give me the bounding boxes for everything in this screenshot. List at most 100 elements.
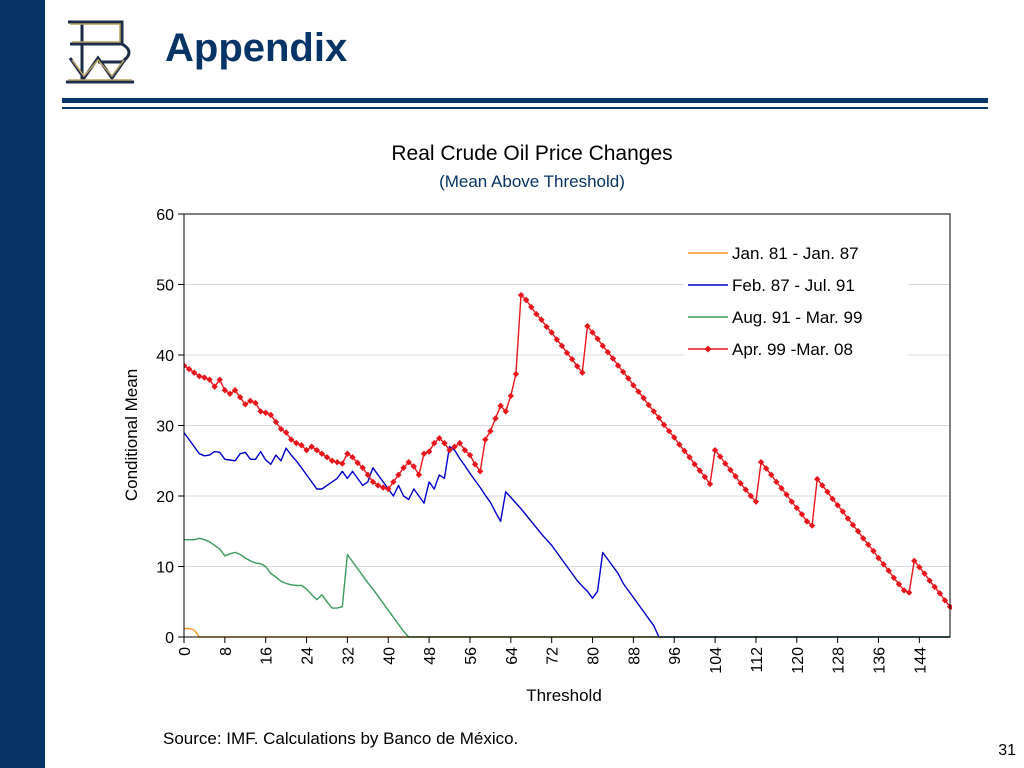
- sidebar-band: [0, 0, 45, 768]
- series-point: [482, 436, 489, 443]
- series-point: [752, 498, 760, 505]
- series-point: [492, 415, 499, 422]
- series-point: [793, 504, 800, 512]
- series-point: [988, 634, 994, 640]
- series-point: [747, 492, 755, 500]
- series-2: [184, 432, 950, 638]
- series-point: [553, 336, 560, 343]
- series-point: [681, 447, 688, 455]
- series-point: [242, 401, 249, 408]
- series-point: [451, 443, 458, 450]
- x-tick-label: 88: [626, 647, 643, 665]
- series-point: [936, 590, 943, 597]
- series-point: [282, 429, 290, 436]
- series-line: [184, 432, 950, 638]
- x-tick-label: 136: [872, 647, 889, 674]
- series-line: [184, 627, 950, 638]
- series-point: [497, 402, 504, 409]
- series-point: [303, 446, 310, 454]
- series-point: [548, 329, 555, 336]
- series-point: [798, 511, 806, 518]
- series-point: [436, 434, 443, 442]
- header-rule-thin: [62, 107, 988, 109]
- series-point: [895, 580, 903, 588]
- series-point: [609, 355, 617, 362]
- series-point: [829, 495, 836, 503]
- series-point: [594, 335, 601, 342]
- series-point: [247, 397, 254, 405]
- series-point: [410, 463, 417, 470]
- series-point: [354, 459, 361, 467]
- series-point: [870, 547, 877, 555]
- y-tick-label: 20: [156, 489, 174, 506]
- legend-item: Jan. 81 - Jan. 87: [688, 244, 859, 263]
- series-point: [635, 388, 642, 395]
- y-tick-label: 40: [156, 348, 174, 365]
- series-point: [880, 561, 887, 568]
- x-tick-label: 0: [177, 647, 194, 656]
- header-rule-thick: [62, 98, 988, 103]
- x-tick-label: 32: [340, 647, 357, 665]
- series-point: [614, 362, 622, 369]
- series-point: [507, 392, 515, 400]
- series-point: [446, 446, 453, 454]
- series-point: [334, 458, 341, 466]
- series-point: [844, 515, 852, 522]
- x-tick-label: 40: [381, 647, 398, 665]
- series-point: [941, 597, 949, 604]
- series-point: [339, 460, 346, 467]
- series-point: [390, 478, 397, 486]
- series-1: [184, 627, 950, 638]
- series-point: [466, 451, 474, 459]
- series-point: [374, 482, 382, 489]
- series-point: [277, 425, 285, 433]
- series-point: [456, 439, 463, 447]
- series-point: [191, 369, 198, 376]
- series-point: [298, 442, 305, 449]
- series-3: [184, 537, 950, 638]
- series-point: [962, 623, 968, 629]
- series-point: [814, 475, 821, 483]
- series-point: [691, 461, 698, 468]
- series-point: [308, 443, 315, 450]
- series-point: [865, 541, 872, 548]
- series-point: [528, 303, 535, 311]
- series-point: [293, 439, 300, 447]
- series-point: [574, 363, 581, 370]
- series-point: [415, 471, 423, 479]
- series-point: [323, 454, 331, 461]
- series-point: [665, 427, 673, 435]
- x-tick-label: 80: [586, 647, 603, 665]
- series-point: [839, 508, 846, 515]
- series-point: [946, 603, 952, 610]
- x-tick-label: 16: [259, 647, 276, 665]
- series-point: [420, 450, 428, 457]
- series-line: [184, 294, 952, 611]
- x-tick-label: 8: [218, 647, 235, 656]
- series-point: [983, 634, 989, 640]
- banco-de-mexico-logo: [66, 20, 134, 84]
- series-point: [461, 446, 469, 454]
- series-point: [625, 375, 632, 382]
- series-point: [257, 408, 264, 415]
- series-point: [216, 376, 223, 383]
- series-point: [563, 349, 571, 357]
- slide-title: Appendix: [165, 26, 348, 70]
- series-point: [859, 535, 867, 542]
- series-point: [184, 362, 188, 369]
- legend-marker: [704, 345, 712, 353]
- series-point: [803, 518, 811, 525]
- y-tick-label: 60: [156, 207, 174, 224]
- series-point: [318, 450, 326, 457]
- series-point: [328, 457, 336, 464]
- series-point: [272, 418, 280, 426]
- series-point: [875, 554, 882, 562]
- series-point: [849, 521, 857, 529]
- y-tick-label: 50: [156, 278, 174, 295]
- series-point: [231, 387, 239, 394]
- series-point: [487, 427, 494, 435]
- series-point: [650, 408, 658, 415]
- series-point: [538, 316, 545, 323]
- series-point: [957, 617, 963, 623]
